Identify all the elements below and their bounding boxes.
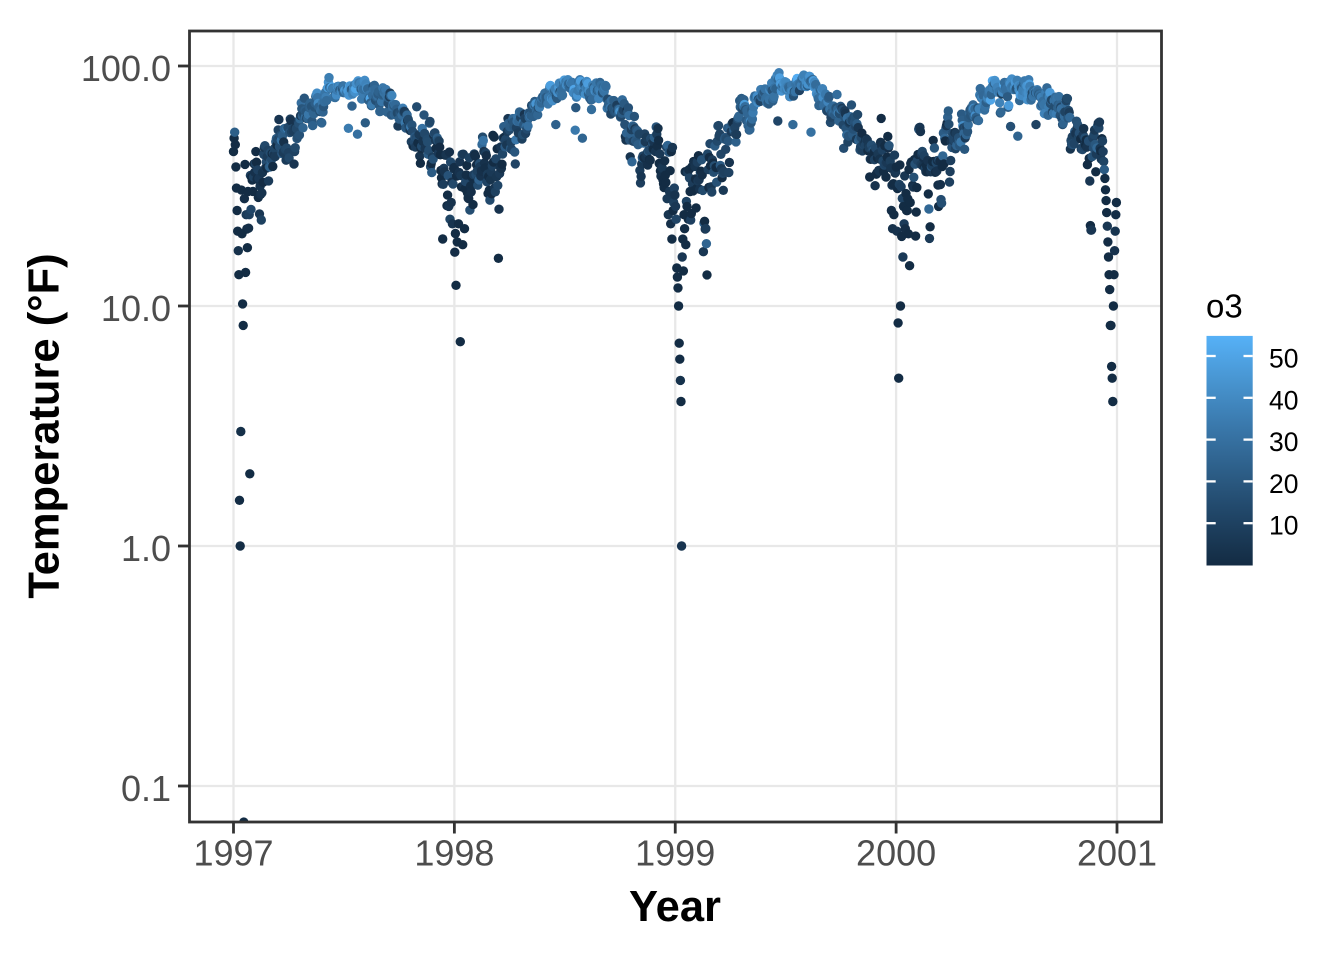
svg-text:1999: 1999 [635,833,715,874]
svg-text:100.0: 100.0 [81,48,171,89]
svg-text:40: 40 [1269,385,1298,415]
svg-text:20: 20 [1269,469,1298,499]
svg-text:o3: o3 [1206,288,1243,325]
svg-text:Temperature (°F): Temperature (°F) [21,253,69,598]
svg-text:50: 50 [1269,344,1298,374]
svg-text:0.1: 0.1 [121,768,171,809]
svg-text:30: 30 [1269,427,1298,457]
svg-text:1998: 1998 [414,833,494,874]
svg-text:1.0: 1.0 [121,528,171,569]
svg-text:10.0: 10.0 [101,288,171,329]
svg-text:2001: 2001 [1077,833,1157,874]
svg-text:Year: Year [629,883,721,931]
svg-text:10: 10 [1269,511,1298,541]
svg-text:1997: 1997 [193,833,273,874]
svg-text:2000: 2000 [856,833,936,874]
